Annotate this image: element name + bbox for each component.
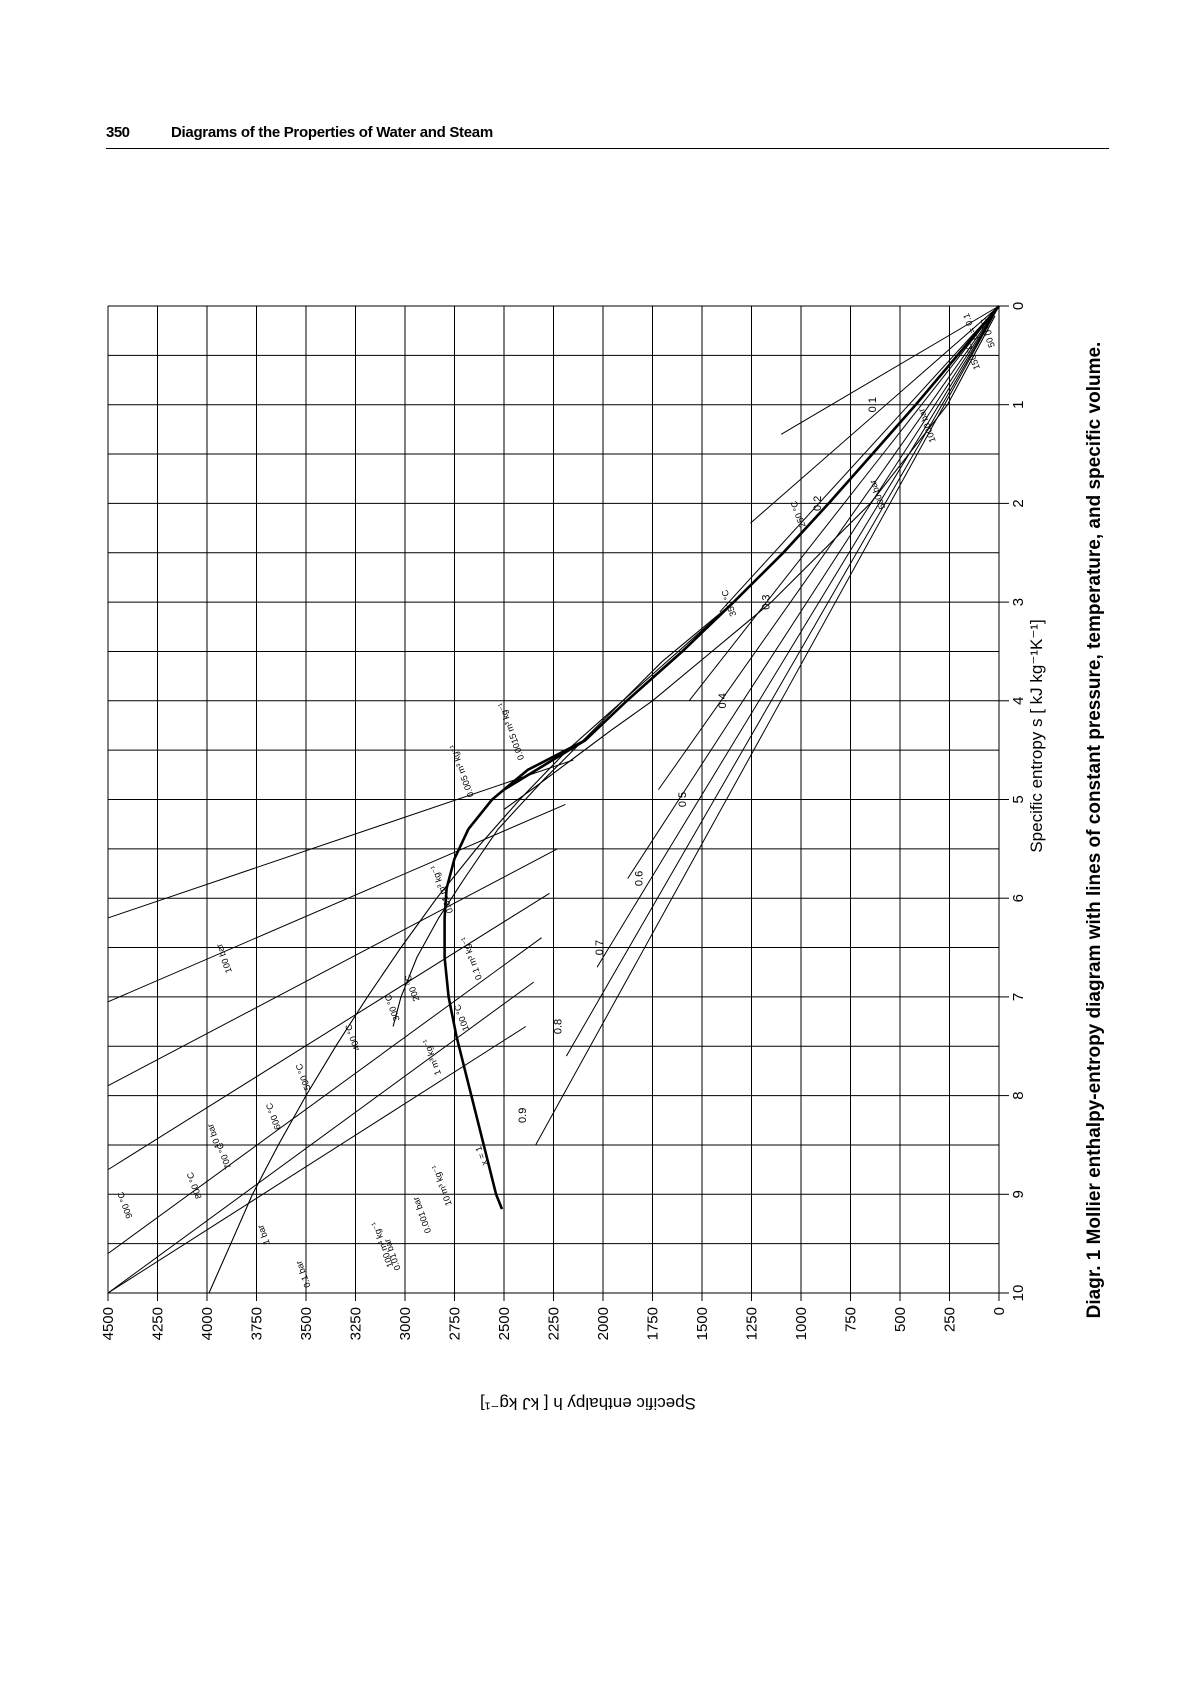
y-tick-label: 2750 [447, 1307, 464, 1340]
isoline [750, 305, 1000, 524]
quality-label: 0.3 [760, 594, 772, 609]
isoline [535, 305, 1000, 1146]
y-tick-label: 3750 [249, 1307, 266, 1340]
x-tick-label: 5 [1010, 795, 1027, 803]
y-tick-label: 250 [942, 1307, 959, 1332]
y-tick-label: 4000 [199, 1307, 216, 1340]
series-line [443, 739, 586, 1210]
y-axis-label: Specific enthalpy h [ kJ kg⁻¹] [480, 1394, 696, 1413]
y-tick-label: 4250 [150, 1307, 167, 1340]
quality-label: 0.6 [634, 871, 646, 886]
y-tick-label: 1250 [744, 1307, 761, 1340]
y-tick-label: 2000 [595, 1307, 612, 1340]
isoline [565, 305, 1000, 1057]
y-tick-label: 1500 [694, 1307, 711, 1340]
x-tick-label: 4 [1010, 697, 1027, 705]
y-tick-label: 0 [991, 1307, 1008, 1315]
y-tick-label: 500 [892, 1307, 909, 1332]
quality-label: 0.5 [677, 792, 689, 807]
y-tick-label: 2500 [496, 1307, 513, 1340]
curve-label: 1 m³ kg⁻¹ [421, 1038, 443, 1077]
x-tick-label: 1 [1010, 401, 1027, 409]
x-tick-labels: 0 1 2 3 4 5 6 7 8 9 10 [999, 302, 1027, 1302]
chart-grid [107, 305, 1000, 1294]
isobar [107, 848, 558, 1087]
isoline [780, 305, 1000, 435]
page-header-title: Diagrams of the Properties of Water and … [171, 124, 493, 141]
curve-label: 500 °C [294, 1062, 313, 1092]
isobar [107, 981, 534, 1294]
isobar [107, 1026, 527, 1294]
curve-label: 600 °C [264, 1101, 283, 1131]
y-tick-labels: 0 250 500 750 1000 1250 1500 1750 2000 2250 2500 27… [100, 1293, 1008, 1340]
quality-label: 0.9 [517, 1108, 529, 1123]
x-tick-label: 7 [1010, 993, 1027, 1001]
quality-label: 0.4 [717, 693, 729, 708]
curve-label: 0.0015 m³ kg⁻¹ [496, 701, 526, 761]
isoline [627, 305, 1000, 879]
x-tick-label: 0 [1010, 302, 1027, 310]
x-tick-label: 8 [1010, 1091, 1027, 1099]
y-tick-label: 4500 [100, 1307, 117, 1340]
y-tick-label: 750 [843, 1307, 860, 1332]
y-tick-label: 1000 [793, 1307, 810, 1340]
curve-label: 10 m³ kg⁻¹ [430, 1164, 454, 1208]
x-tick-label: 2 [1010, 499, 1027, 507]
isoline [658, 305, 1000, 790]
y-tick-label: 3500 [298, 1307, 315, 1340]
figure-caption: Diagr. 1 Mollier enthalpy-entropy diagra… [1084, 342, 1105, 1319]
series-line [503, 315, 996, 810]
x-axis-label: Specific entropy s [ kJ kg⁻¹K⁻¹] [1027, 619, 1046, 852]
isoline [688, 305, 1000, 702]
isobar [107, 803, 566, 1003]
curve-label: 0.1 bar [294, 1259, 313, 1289]
x-tick-label: 6 [1010, 894, 1027, 902]
curve-label: 0.001 bar [411, 1195, 433, 1234]
y-tick-label: 3000 [397, 1307, 414, 1340]
page-number: 350 [106, 124, 130, 141]
series-line [503, 305, 1000, 791]
isobar [107, 892, 550, 1171]
curve-label: 50 °C [980, 324, 997, 349]
isoline [719, 305, 1000, 613]
isobar [107, 759, 574, 919]
y-tick-label: 3250 [348, 1307, 365, 1340]
x-tick-label: 9 [1010, 1190, 1027, 1198]
series-line [392, 601, 735, 1027]
quality-label: 0.1 [867, 397, 879, 412]
curve-label: 1 bar [255, 1223, 271, 1246]
isobar [107, 937, 542, 1254]
quality-label: 0.7 [594, 940, 606, 955]
isoline [596, 305, 1000, 968]
y-tick-label: 1750 [645, 1307, 662, 1340]
curve-label: 0.005 m³ kg⁻¹ [447, 743, 475, 798]
y-tick-label: 2250 [546, 1307, 563, 1340]
x-tick-label: 10 [1010, 1285, 1027, 1302]
curve-label: 400 °C [343, 1022, 362, 1052]
quality-label: 0.8 [552, 1019, 564, 1034]
x-tick-label: 3 [1010, 598, 1027, 606]
quality-label: 0.2 [812, 496, 824, 511]
page-header: 350 Diagrams of the Properties of Water … [106, 122, 1109, 149]
chart-curves [107, 305, 1000, 1294]
series-line [208, 601, 735, 1294]
